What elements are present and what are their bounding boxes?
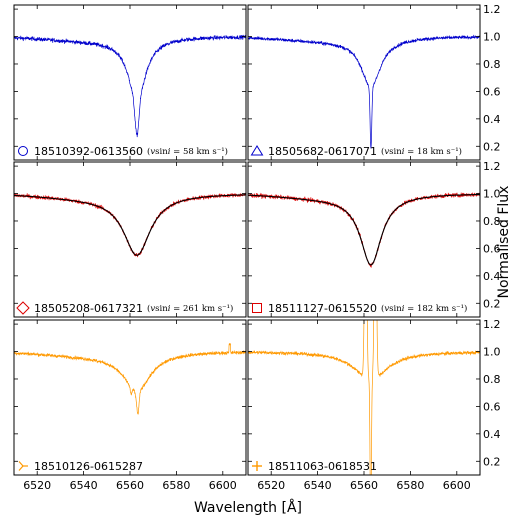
x-tick-label: 6600 (443, 479, 471, 492)
spectrum-line (248, 320, 480, 475)
star-name-label: 18505682-0617071 (268, 145, 377, 158)
y-tick-label: 0.4 (483, 113, 501, 126)
vsini-part: sin (155, 304, 168, 314)
spectrum-line (248, 192, 480, 268)
vsini-part: = 182 km s⁻¹) (404, 303, 467, 314)
y-tick-label: 1.0 (483, 31, 501, 44)
panel-4: 0.2 0.4 0.6 0.8 1.0 1.2 18511127-0615520 (vsini… (247, 160, 501, 318)
vsini-label: (vsini = 18 km s⁻¹) (381, 146, 462, 157)
vsini-part: v (384, 147, 389, 157)
legend-marker-circle (18, 146, 28, 156)
y-tick-label: 0.4 (483, 428, 501, 441)
legend-marker-tri_right (18, 461, 28, 471)
x-tick-label: 6600 (209, 479, 237, 492)
y-tick-label: 0.6 (483, 242, 501, 255)
y-tick-label: 0.2 (483, 297, 501, 310)
vsini-part: i (402, 304, 405, 314)
y-tick-label: 1.2 (483, 318, 501, 331)
x-axis-label: Wavelength [Å] (194, 499, 302, 516)
panels-layer: 18510392-0613560 (vsini = 58 km s⁻¹) 0.20.… (13, 3, 501, 492)
vsini-part: ( (381, 146, 384, 157)
star-name-label: 18511127-0615520 (268, 302, 377, 315)
legend-marker-triangle (250, 145, 264, 156)
legend-marker-plus (252, 461, 262, 471)
vsini-part: sin (389, 147, 402, 157)
y-tick-label: 0.2 (483, 140, 501, 153)
y-tick-label: 1.0 (483, 346, 501, 359)
x-tick-label: 6520 (23, 479, 51, 492)
vsini-part: v (384, 304, 389, 314)
y-tick-label: 1.0 (483, 188, 501, 201)
triangle-marker (250, 145, 264, 156)
panel-frame (13, 319, 247, 476)
panel-2: 0.2 0.4 0.6 0.8 1.0 1.2 18505682-0617071 (vsini… (247, 3, 501, 161)
star-name-label: 18510126-0615287 (34, 460, 143, 473)
x-tick-label: 6560 (116, 479, 144, 492)
vsini-part: ( (147, 303, 150, 314)
y-tick-label: 0.6 (483, 85, 501, 98)
vsini-part: sin (389, 304, 402, 314)
x-tick-label: 6580 (396, 479, 424, 492)
vsini-part: i (402, 147, 405, 157)
vsini-part: ( (147, 146, 150, 157)
spectrum-line (14, 343, 246, 415)
vsini-part: sin (155, 147, 168, 157)
square-marker (252, 303, 262, 313)
x-tick-label: 6520 (257, 479, 285, 492)
y-tick-label: 0.6 (483, 400, 501, 413)
y-tick-label: 1.2 (483, 160, 501, 173)
y-tick-label: 0.8 (483, 58, 501, 71)
panel-frame (247, 161, 481, 318)
star-name-label: 18505208-0617321 (34, 302, 143, 315)
model-fit-line (14, 194, 246, 256)
y-tick-label: 0.8 (483, 215, 501, 228)
y-tick-label: 1.2 (483, 3, 501, 16)
vsini-part: = 261 km s⁻¹) (170, 303, 233, 314)
vsini-label: (vsini = 261 km s⁻¹) (147, 303, 233, 314)
vsini-part: v (150, 304, 155, 314)
y-tick-label: 0.8 (483, 373, 501, 386)
star-name-label: 18510392-0613560 (34, 145, 143, 158)
spectrum-line (248, 34, 480, 149)
tri-right-arm (18, 465, 24, 471)
model-fit-line (248, 193, 480, 266)
vsini-part: i (168, 304, 171, 314)
x-tick-label: 6580 (162, 479, 190, 492)
vsini-part: ( (381, 303, 384, 314)
tri-right-arm (18, 461, 24, 467)
vsini-part: = 58 km s⁻¹) (170, 146, 228, 157)
vsini-label: (vsini = 182 km s⁻¹) (381, 303, 467, 314)
star-name-label: 18511063-0618531 (268, 460, 377, 473)
x-tick-label: 6540 (70, 479, 98, 492)
panel-frame (247, 319, 481, 476)
panel-6: 0.2 0.4 0.6 0.8 1.0 1.2 6520 6540 6560 6580 6600 18… (247, 318, 501, 492)
legend-marker-square (252, 303, 262, 313)
panel-1: 18510392-0613560 (vsini = 58 km s⁻¹) (13, 4, 247, 161)
x-tick-label: 6540 (304, 479, 332, 492)
circle-marker (18, 146, 28, 156)
panel-frame (13, 161, 247, 318)
vsini-label: (vsini = 58 km s⁻¹) (147, 146, 228, 157)
panel-5: 6520 6540 6560 6580 6600 18510126-0615287 (13, 319, 247, 492)
x-tick-label: 6560 (350, 479, 378, 492)
y-tick-label: 0.2 (483, 455, 501, 468)
y-axis-label: Normalised Flux (496, 186, 512, 299)
diamond-marker (16, 301, 30, 315)
spectrum-line (14, 34, 246, 138)
vsini-part: i (168, 147, 171, 157)
vsini-part: = 18 km s⁻¹) (404, 146, 462, 157)
panel-frame (247, 4, 481, 161)
panel-3: 18505208-0617321 (vsini = 261 km s⁻¹) (13, 161, 247, 318)
vsini-part: v (150, 147, 155, 157)
y-tick-label: 0.4 (483, 270, 501, 283)
legend-marker-diamond (16, 301, 30, 315)
